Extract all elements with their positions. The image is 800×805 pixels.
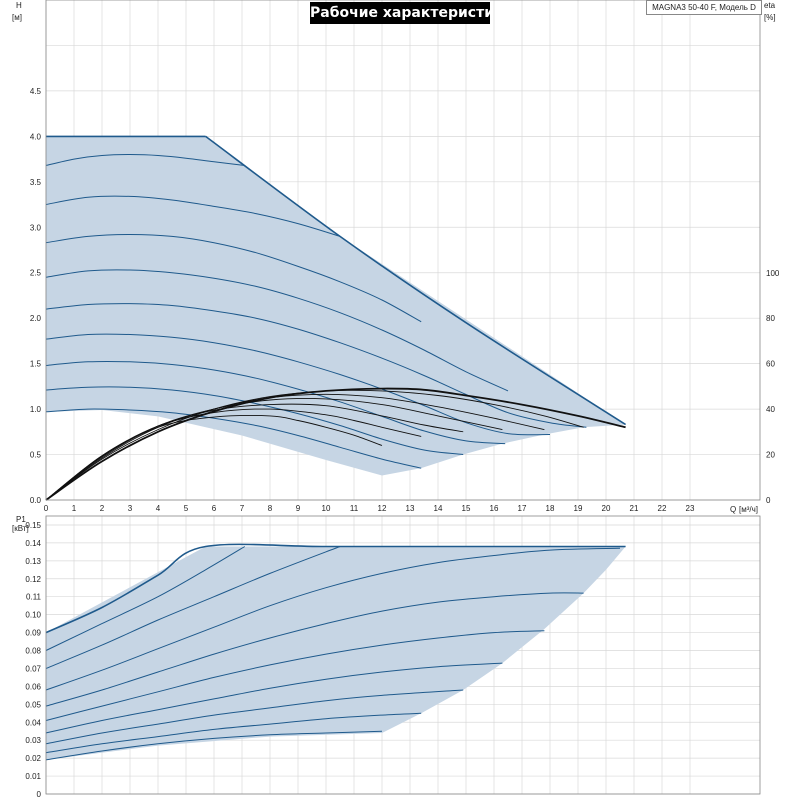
- power-curve: [45, 630, 545, 721]
- efficiency-curve: [45, 415, 383, 501]
- power-axis-label: P1: [16, 515, 26, 524]
- x-tick-label: 21: [630, 504, 639, 513]
- head-axis-unit: [м]: [12, 13, 22, 22]
- power-tick-label: 0: [37, 790, 42, 799]
- power-tick-label: 0.09: [25, 629, 41, 638]
- x-tick-label: 15: [462, 504, 471, 513]
- x-tick-label: 7: [240, 504, 245, 513]
- power-tick-label: 0.08: [25, 647, 41, 656]
- x-tick-label: 0: [44, 504, 49, 513]
- power-curve: [45, 730, 383, 761]
- head-tick-label: 0.5: [30, 451, 42, 460]
- x-tick-label: 18: [546, 504, 555, 513]
- head-curve: [45, 153, 245, 166]
- eta-axis-label: eta: [764, 1, 776, 10]
- x-tick-label: 14: [434, 504, 443, 513]
- head-curve: [45, 195, 341, 237]
- head-tick-label: 4.0: [30, 132, 42, 141]
- efficiency-curve: [45, 403, 464, 501]
- x-tick-label: 13: [406, 504, 415, 513]
- head-tick-label: 2.0: [30, 314, 42, 323]
- head-tick-label: 4.5: [30, 87, 42, 96]
- power-tick-label: 0.02: [25, 754, 41, 763]
- power-curve: [45, 662, 503, 734]
- eta-tick-label: 100: [766, 269, 780, 278]
- eta-axis-unit: [%]: [764, 13, 776, 22]
- power-tick-label: 0.05: [25, 700, 41, 709]
- eta-tick-label: 0: [766, 496, 771, 505]
- flow-axis-unit: [м³/ч]: [739, 505, 758, 514]
- head-curve: [45, 269, 509, 392]
- head-tick-label: 2.5: [30, 269, 42, 278]
- x-tick-label: 1: [72, 504, 77, 513]
- head-axis-label: H: [16, 1, 22, 10]
- power-tick-label: 0.15: [25, 521, 41, 530]
- x-tick-label: 11: [350, 504, 359, 513]
- power-tick-label: 0.12: [25, 575, 41, 584]
- x-tick-label: 20: [602, 504, 611, 513]
- eta-tick-label: 20: [766, 451, 775, 460]
- x-tick-label: 3: [128, 504, 133, 513]
- power-tick-label: 0.14: [25, 539, 41, 548]
- head-tick-label: 3.5: [30, 178, 42, 187]
- power-tick-label: 0.13: [25, 557, 41, 566]
- head-tick-label: 3.0: [30, 223, 42, 232]
- power-tick-label: 0.11: [26, 593, 42, 602]
- power-tick-label: 0.01: [25, 772, 41, 781]
- power-envelope: [46, 546, 626, 760]
- power-tick-label: 0.04: [25, 718, 41, 727]
- eta-tick-label: 60: [766, 360, 775, 369]
- eta-tick-label: 80: [766, 314, 775, 323]
- x-tick-label: 5: [184, 504, 189, 513]
- x-tick-label: 2: [100, 504, 105, 513]
- power-axis-unit: [кВт]: [12, 524, 29, 533]
- eta-tick-label: 40: [766, 405, 775, 414]
- head-tick-label: 1.0: [30, 405, 42, 414]
- x-tick-label: 6: [212, 504, 217, 513]
- head-curve: [45, 360, 506, 445]
- x-tick-label: 22: [658, 504, 667, 513]
- x-tick-label: 4: [156, 504, 161, 513]
- efficiency-curve: [45, 387, 626, 501]
- power-tick-label: 0.06: [25, 682, 41, 691]
- power-curve: [45, 712, 422, 754]
- x-tick-label: 10: [322, 504, 331, 513]
- head-tick-label: 0.0: [30, 496, 42, 505]
- power-curve: [45, 592, 584, 707]
- power-curve: [45, 546, 246, 651]
- x-tick-label: 9: [296, 504, 301, 513]
- model-label: MAGNA3 50-40 F, Модель D: [646, 0, 762, 15]
- power-curve: [45, 546, 341, 669]
- head-curve: [45, 333, 551, 436]
- efficiency-curve: [45, 393, 545, 501]
- power-tick-label: 0.10: [25, 611, 41, 620]
- head-curve: [45, 386, 464, 455]
- x-tick-label: 8: [268, 504, 273, 513]
- head-curve: [45, 303, 587, 428]
- power-curve: [45, 689, 464, 745]
- head-curve: [45, 233, 422, 323]
- power-tick-label: 0.07: [25, 664, 41, 673]
- x-tick-label: 17: [518, 504, 527, 513]
- flow-axis-label: Q: [730, 505, 736, 514]
- head-max-curve: [205, 135, 627, 426]
- efficiency-curve: [45, 389, 584, 501]
- power-tick-label: 0.03: [25, 736, 41, 745]
- x-tick-label: 12: [378, 504, 387, 513]
- x-tick-label: 16: [490, 504, 499, 513]
- head-envelope: [46, 136, 626, 476]
- chart-title: Рабочие характеристики: [310, 2, 513, 24]
- power-curve: [45, 547, 621, 691]
- head-tick-label: 1.5: [30, 360, 42, 369]
- head-curve: [45, 408, 422, 469]
- x-tick-label: 19: [574, 504, 583, 513]
- power-curve: [45, 543, 626, 634]
- x-tick-label: 23: [686, 504, 695, 513]
